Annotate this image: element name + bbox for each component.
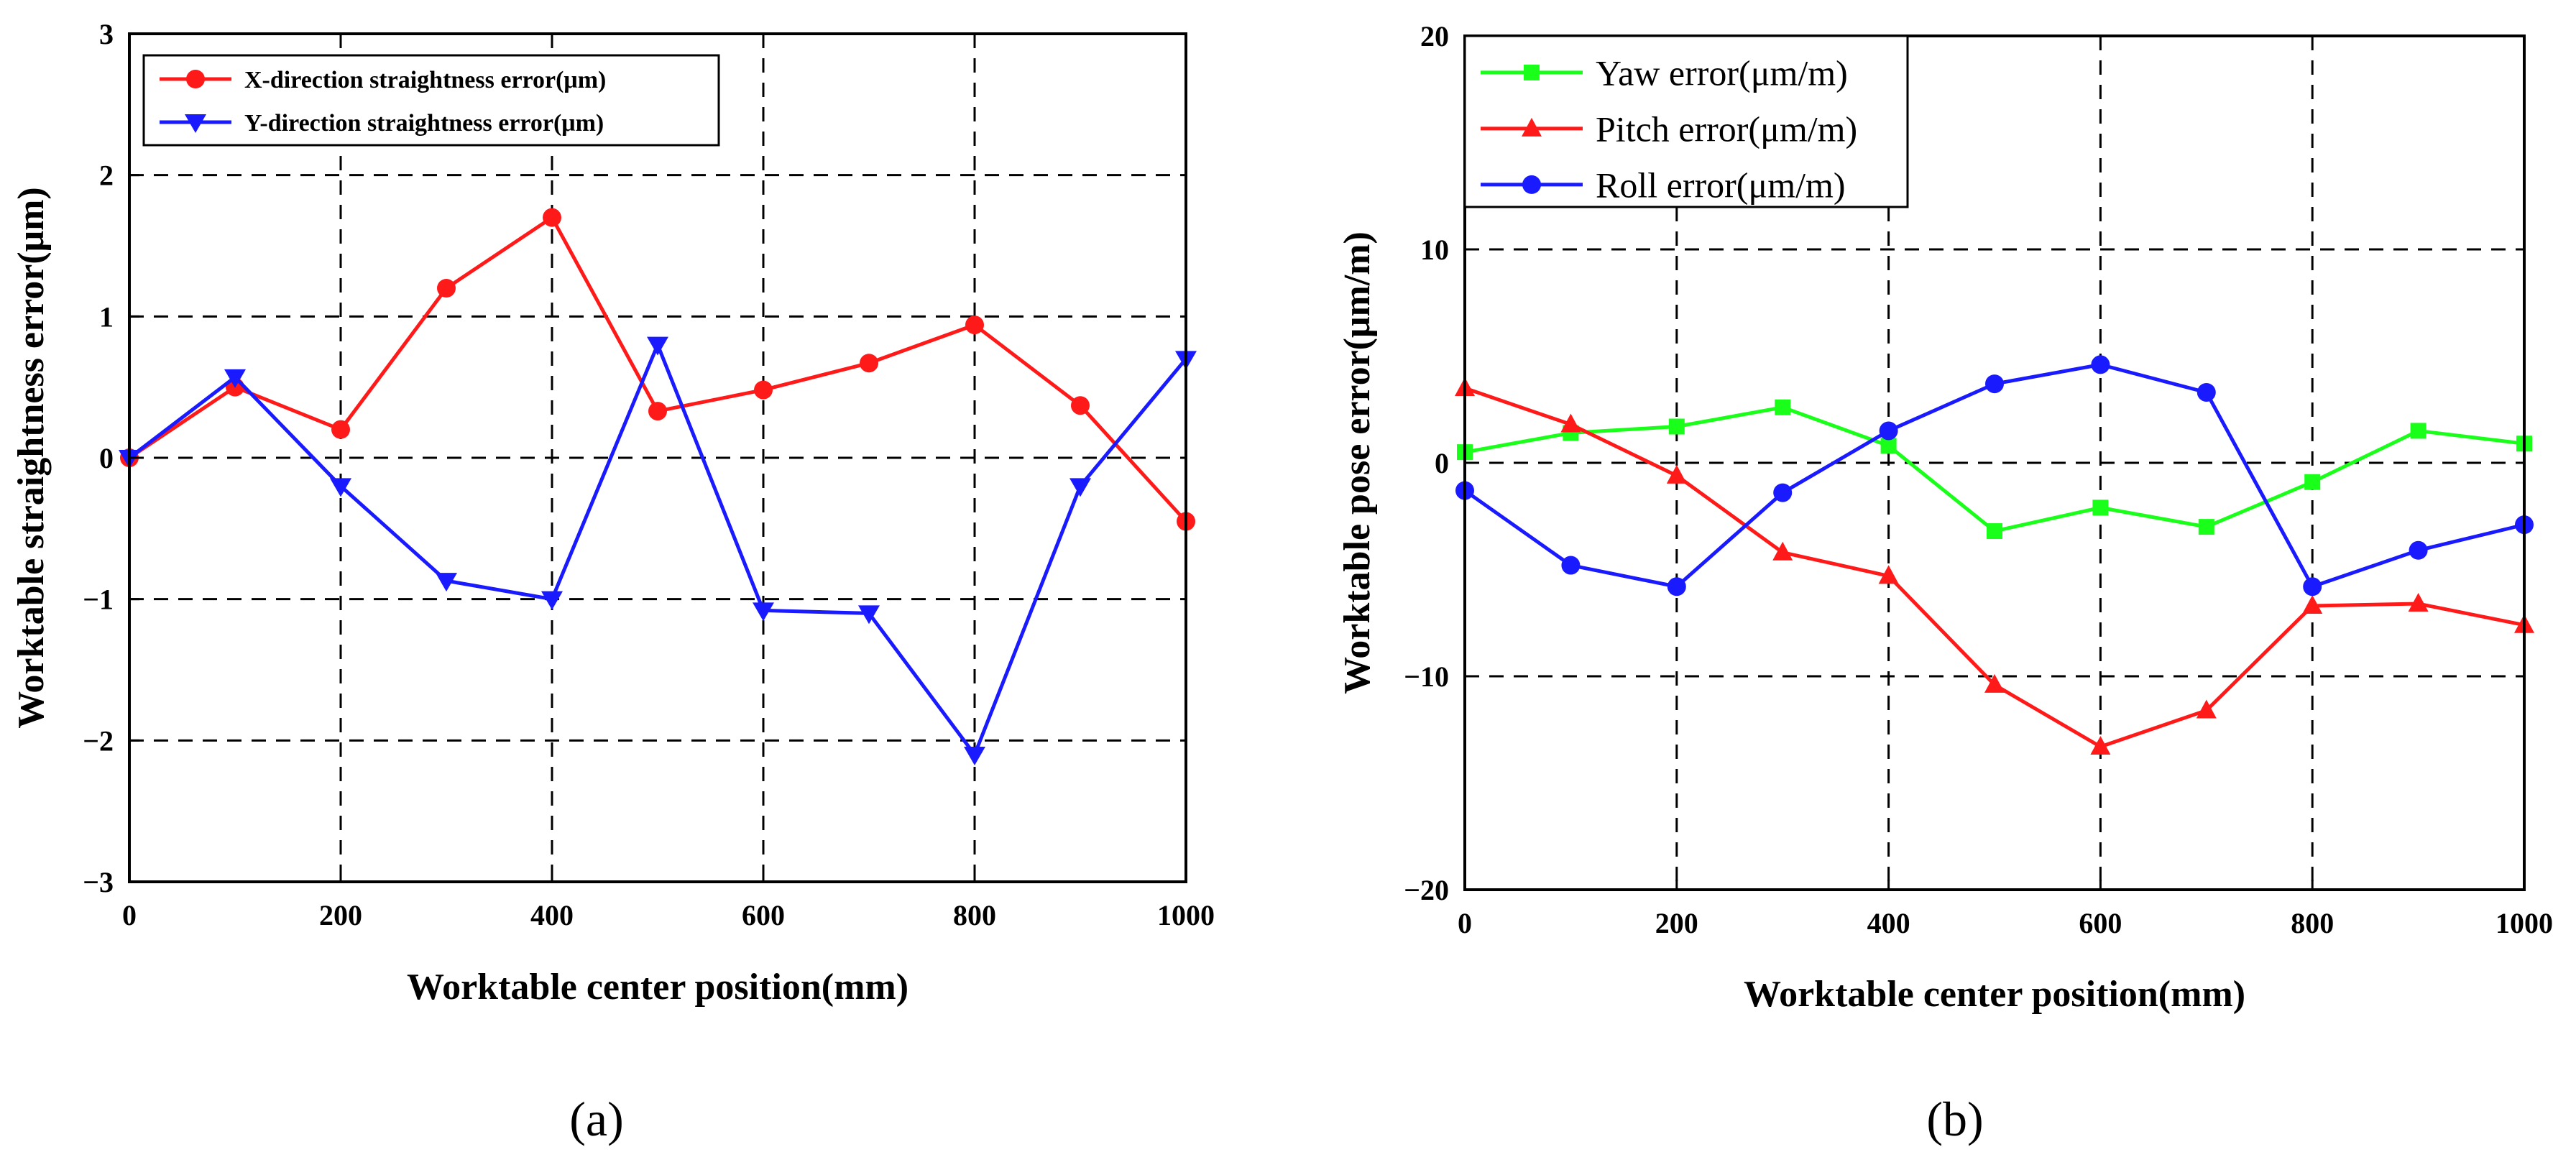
chart-b-series-2-point: [1878, 565, 1899, 584]
chart-b-legend-label-3: Roll error(μm/m): [1596, 165, 1846, 205]
chart-a-y-tick-label: −1: [83, 584, 114, 616]
chart-a-series-1-point: [860, 354, 878, 373]
chart-b-series-2-point: [2408, 593, 2429, 612]
chart-b-series-3-point: [1985, 374, 2004, 394]
chart-a-y-tick-label: −2: [83, 724, 114, 757]
chart-a-y-tick-label: 2: [99, 160, 114, 192]
chart-b-series-1-point: [1668, 418, 1685, 435]
chart-panel-b: 0 200 400 600 800 1000 −20 −10 0 10 20 Worktable c…: [1337, 20, 2553, 1015]
chart-a-series-2-point: [1070, 478, 1091, 497]
panel-label-a: (a): [569, 1092, 623, 1146]
chart-b-legend-marker-1: [1524, 64, 1540, 80]
chart-a-y-axis-label: Worktable straightness error(μm): [11, 187, 52, 729]
chart-a-legend: X-direction straightness error(μm) Y-dire…: [142, 54, 720, 147]
panel-label-b: (b): [1926, 1092, 1983, 1146]
chart-b-series-2-point: [2090, 736, 2111, 755]
chart-a-x-tick-label: 200: [319, 899, 362, 931]
chart-a-legend-marker-1: [186, 70, 205, 88]
chart-b-series-3-point: [2196, 382, 2216, 402]
chart-a-series-2-point: [964, 747, 985, 765]
chart-b-legend-marker-3: [1522, 175, 1541, 194]
chart-b-series-3-point: [1667, 577, 1686, 596]
chart-b-series-2-point: [1560, 413, 1581, 433]
chart-b-series-2-point: [1666, 464, 1687, 484]
chart-b-legend-marker-2: [1522, 117, 1542, 137]
chart-a-series-1-point: [648, 402, 667, 421]
chart-b-series-2-point: [2302, 594, 2323, 614]
chart-a-y-tick-label: 0: [99, 442, 114, 474]
chart-a-series-1-point: [437, 279, 456, 298]
chart-b-series-2-point: [2196, 699, 2217, 719]
chart-b-series-3-point: [2409, 540, 2428, 560]
chart-a-series-2-point: [858, 605, 880, 625]
chart-a-series-1-point: [754, 380, 773, 400]
chart-a-ticks: 0 200 400 600 800 1000 −3 −2 −1 0 1 2 3: [83, 18, 1215, 931]
chart-b-y-tick-label: 20: [1420, 20, 1449, 52]
chart-a-y-tick-label: −3: [83, 866, 114, 898]
chart-a-series-2-point: [753, 602, 774, 622]
chart-b-x-axis-label: Worktable center position(mm): [1744, 974, 2245, 1015]
chart-a-x-tick-label: 0: [122, 899, 137, 931]
chart-b-y-tick-label: −10: [1404, 660, 1449, 693]
chart-b-series-1-point: [2092, 499, 2109, 516]
chart-a-legend-box: [142, 54, 720, 147]
chart-a-x-tick-label: 1000: [1157, 899, 1215, 931]
chart-b-series-1-point: [2198, 519, 2214, 535]
chart-a-series-1-point: [965, 315, 984, 335]
chart-b-x-tick-label: 200: [1655, 907, 1698, 939]
chart-a-y-tick-label: 1: [99, 300, 114, 333]
chart-b-series-1-point: [1987, 523, 2002, 540]
chart-a-series: [119, 208, 1197, 765]
chart-a-x-tick-label: 400: [530, 899, 574, 931]
chart-b-series-3-point: [1879, 421, 1898, 441]
chart-b-series-3-point: [1773, 483, 1793, 502]
chart-a-series-1-point: [1071, 396, 1090, 415]
chart-b-y-tick-label: −20: [1404, 874, 1449, 906]
chart-panel-a: 0 200 400 600 800 1000 −3 −2 −1 0 1 2 3 Worktable ce…: [11, 18, 1215, 1008]
chart-a-grid: [129, 34, 1186, 882]
chart-b-x-tick-label: 800: [2291, 907, 2334, 939]
chart-b-series-1-point: [2410, 423, 2426, 439]
chart-b-x-tick-label: 600: [2079, 907, 2122, 939]
chart-a-legend-label-2: Y-direction straightness error(μm): [244, 110, 604, 137]
chart-b-ticks: 0 200 400 600 800 1000 −20 −10 0 10 20: [1404, 20, 2553, 939]
chart-b-legend-label-2: Pitch error(μm/m): [1596, 109, 1857, 149]
chart-a-series-2-point: [436, 573, 457, 592]
chart-a-series-2-point: [541, 591, 563, 610]
chart-b-series-1-point: [1880, 438, 1897, 454]
chart-b-x-tick-label: 400: [1867, 907, 1910, 939]
chart-b-series-1-point: [2304, 474, 2321, 490]
chart-b-y-tick-label: 0: [1435, 447, 1449, 479]
chart-b-series-3-point: [2303, 577, 2322, 596]
chart-a-series-2-point: [647, 336, 668, 356]
chart-b-y-tick-label: 10: [1420, 234, 1449, 266]
chart-b-series: [1455, 355, 2534, 755]
chart-b-legend: Yaw error(μm/m) Pitch error(μm/m) Roll err…: [1463, 34, 1909, 208]
chart-a-series-1-point: [331, 420, 350, 439]
chart-b-series-3-point: [1561, 556, 1581, 575]
chart-a-x-axis-label: Worktable center position(mm): [407, 967, 908, 1008]
chart-b-x-tick-label: 0: [1458, 907, 1472, 939]
chart-a-series-2-point: [330, 478, 351, 497]
chart-b-series-3-point: [2091, 355, 2110, 374]
chart-b-y-axis-label: Worktable pose error(μm/m): [1337, 231, 1378, 694]
chart-a-y-tick-label: 3: [99, 18, 114, 50]
chart-a-series-2-point: [224, 369, 246, 388]
chart-a-x-tick-label: 800: [953, 899, 996, 931]
chart-a-series-1-point: [543, 208, 561, 227]
chart-b-series-1-point: [1775, 399, 1791, 415]
chart-a-legend-marker-2: [185, 114, 206, 133]
chart-a-legend-label-1: X-direction straightness error(μm): [244, 67, 606, 93]
chart-b-series-2-point: [1772, 541, 1793, 561]
chart-a-x-tick-label: 600: [742, 899, 785, 931]
chart-b-legend-label-1: Yaw error(μm/m): [1596, 52, 1848, 93]
chart-b-series-2-point: [1984, 673, 2005, 693]
chart-b-x-tick-label: 1000: [2496, 907, 2553, 939]
